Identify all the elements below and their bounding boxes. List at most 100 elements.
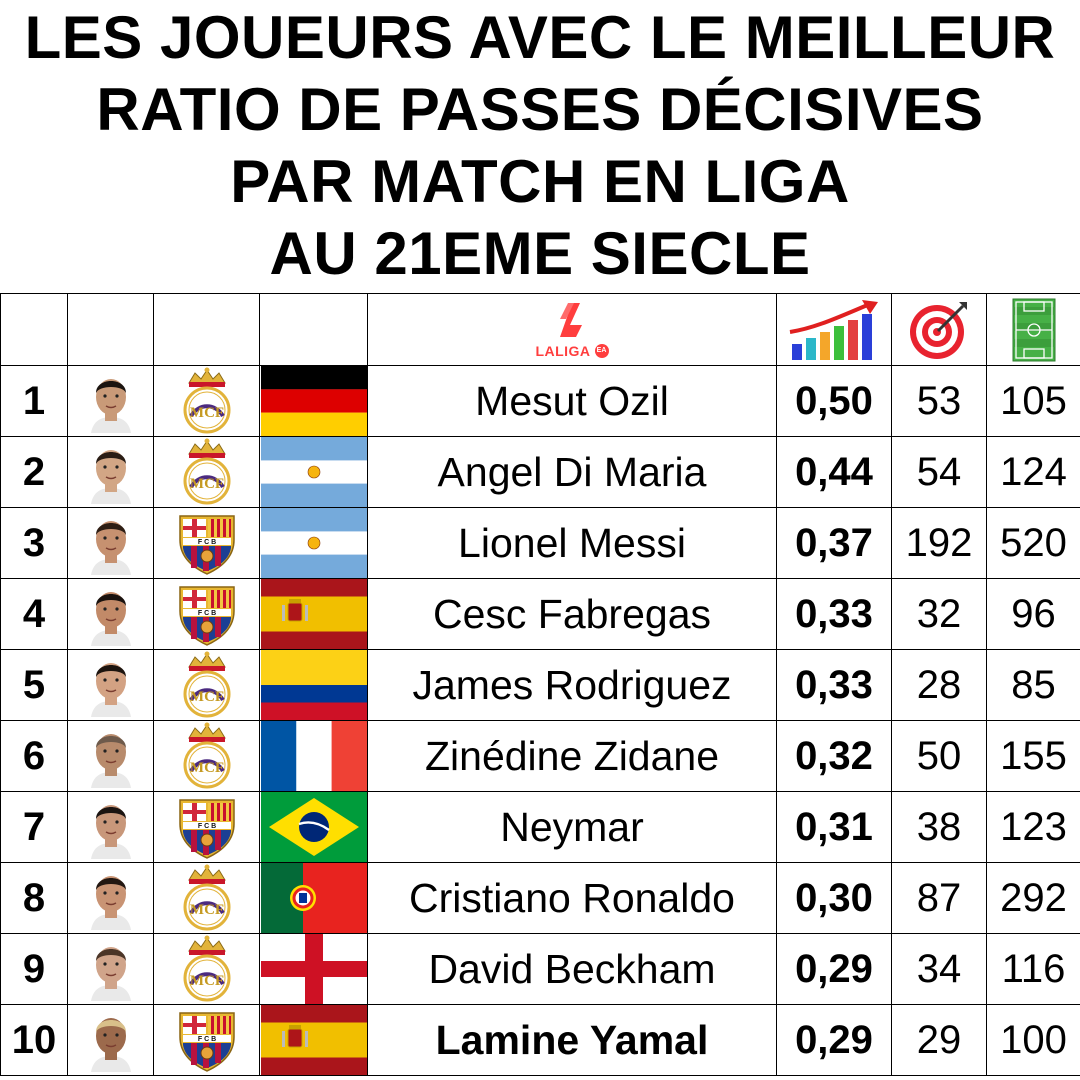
barcelona-crest-icon: F C B [155,580,259,649]
ranking-table: LALIGA EA [0,293,1080,1076]
player-photo-cell [67,649,154,721]
player-name: Lamine Yamal [367,1004,777,1076]
svg-text:F C B: F C B [197,1036,215,1043]
spain-flag-icon [260,1005,367,1075]
player-photo [69,935,153,1004]
club-crest-cell: MCF [153,436,260,508]
real-madrid-crest-icon: MCF [155,722,259,791]
nationality-flag-cell [259,649,368,721]
svg-text:MCF: MCF [189,405,223,421]
france-flag-icon [260,721,367,791]
assist-ratio: 0,37 [776,507,892,579]
player-name: Zinédine Zidane [367,720,777,792]
assists-count: 53 [891,365,987,437]
rank-cell: 5 [0,649,68,721]
real-madrid-crest-icon: MCF [155,651,259,720]
assists-count: 34 [891,933,987,1005]
player-name: Angel Di Maria [367,436,777,508]
table-row: 3 F C B Lionel Messi 0,37 192 520 [0,507,1080,579]
assist-ratio: 0,33 [776,649,892,721]
rank-cell: 7 [0,791,68,863]
player-photo-cell [67,933,154,1005]
nationality-flag-cell [259,365,368,437]
nationality-flag-cell [259,578,368,650]
player-photo-cell [67,436,154,508]
player-photo-cell [67,507,154,579]
barcelona-crest-icon: F C B [155,1006,259,1075]
nationality-flag-cell [259,862,368,934]
rank-cell: 4 [0,578,68,650]
spain-flag-icon [260,579,367,649]
header-league-cell: LALIGA EA [367,293,777,366]
barcelona-crest-icon: F C B [155,793,259,862]
player-photo [69,367,153,436]
club-crest-cell: MCF [153,862,260,934]
rank-cell: 3 [0,507,68,579]
nationality-flag-cell [259,791,368,863]
matches-count: 85 [986,649,1080,721]
assist-ratio: 0,32 [776,720,892,792]
nationality-flag-cell [259,436,368,508]
assist-ratio: 0,44 [776,436,892,508]
table-row: 6 MCF Zinédine Zidane 0,32 50 155 [0,720,1080,792]
club-crest-cell: F C B [153,578,260,650]
laliga-logo-text: LALIGA [535,342,591,359]
player-photo-cell [67,720,154,792]
table-row: 7 F C B Neymar 0,31 38 123 [0,791,1080,863]
club-crest-cell: F C B [153,791,260,863]
table-row: 10 F C B Lamine Yamal 0,29 29 100 [0,1004,1080,1076]
player-photo [69,651,153,720]
svg-text:MCF: MCF [189,902,223,918]
assist-ratio: 0,33 [776,578,892,650]
club-crest-cell: MCF [153,933,260,1005]
header-matches-cell [986,293,1080,366]
rank-cell: 2 [0,436,68,508]
matches-count: 105 [986,365,1080,437]
player-photo [69,580,153,649]
argentina-flag-icon [260,508,367,578]
nationality-flag-cell [259,1004,368,1076]
table-row: 1 MCF Mesut Ozil 0,50 53 105 [0,365,1080,437]
matches-count: 100 [986,1004,1080,1076]
player-photo [69,438,153,507]
assist-ratio: 0,31 [776,791,892,863]
player-photo-cell [67,862,154,934]
player-name: Mesut Ozil [367,365,777,437]
player-photo-cell [67,791,154,863]
nationality-flag-cell [259,507,368,579]
nationality-flag-cell [259,720,368,792]
table-row: 9 MCF David Beckham 0,29 34 116 [0,933,1080,1005]
real-madrid-crest-icon: MCF [155,367,259,436]
rank-cell: 6 [0,720,68,792]
svg-text:MCF: MCF [189,760,223,776]
nationality-flag-cell [259,933,368,1005]
title-line-3: PAR MATCH EN LIGA [230,148,850,215]
player-name: David Beckham [367,933,777,1005]
matches-count: 520 [986,507,1080,579]
assists-count: 192 [891,507,987,579]
matches-count: 124 [986,436,1080,508]
player-photo [69,1006,153,1075]
target-arrow-icon [910,301,967,359]
svg-text:MCF: MCF [189,689,223,705]
svg-text:F C B: F C B [197,610,215,617]
player-name: Cristiano Ronaldo [367,862,777,934]
football-pitch-icon [1012,298,1055,361]
assists-count: 38 [891,791,987,863]
svg-text:F C B: F C B [197,823,215,830]
header-ratio-cell [776,293,892,366]
player-photo [69,722,153,791]
player-photo-cell [67,578,154,650]
assist-ratio: 0,50 [776,365,892,437]
real-madrid-crest-icon: MCF [155,438,259,507]
header-photo-cell [67,293,154,366]
assists-count: 28 [891,649,987,721]
svg-text:MCF: MCF [189,476,223,492]
rank-cell: 8 [0,862,68,934]
player-photo [69,509,153,578]
assists-count: 32 [891,578,987,650]
rank-cell: 1 [0,365,68,437]
title-line-1: LES JOUEURS AVEC LE MEILLEUR [24,4,1056,71]
real-madrid-crest-icon: MCF [155,864,259,933]
page-title: LES JOUEURS AVEC LE MEILLEUR RATIO DE PA… [0,0,1080,293]
